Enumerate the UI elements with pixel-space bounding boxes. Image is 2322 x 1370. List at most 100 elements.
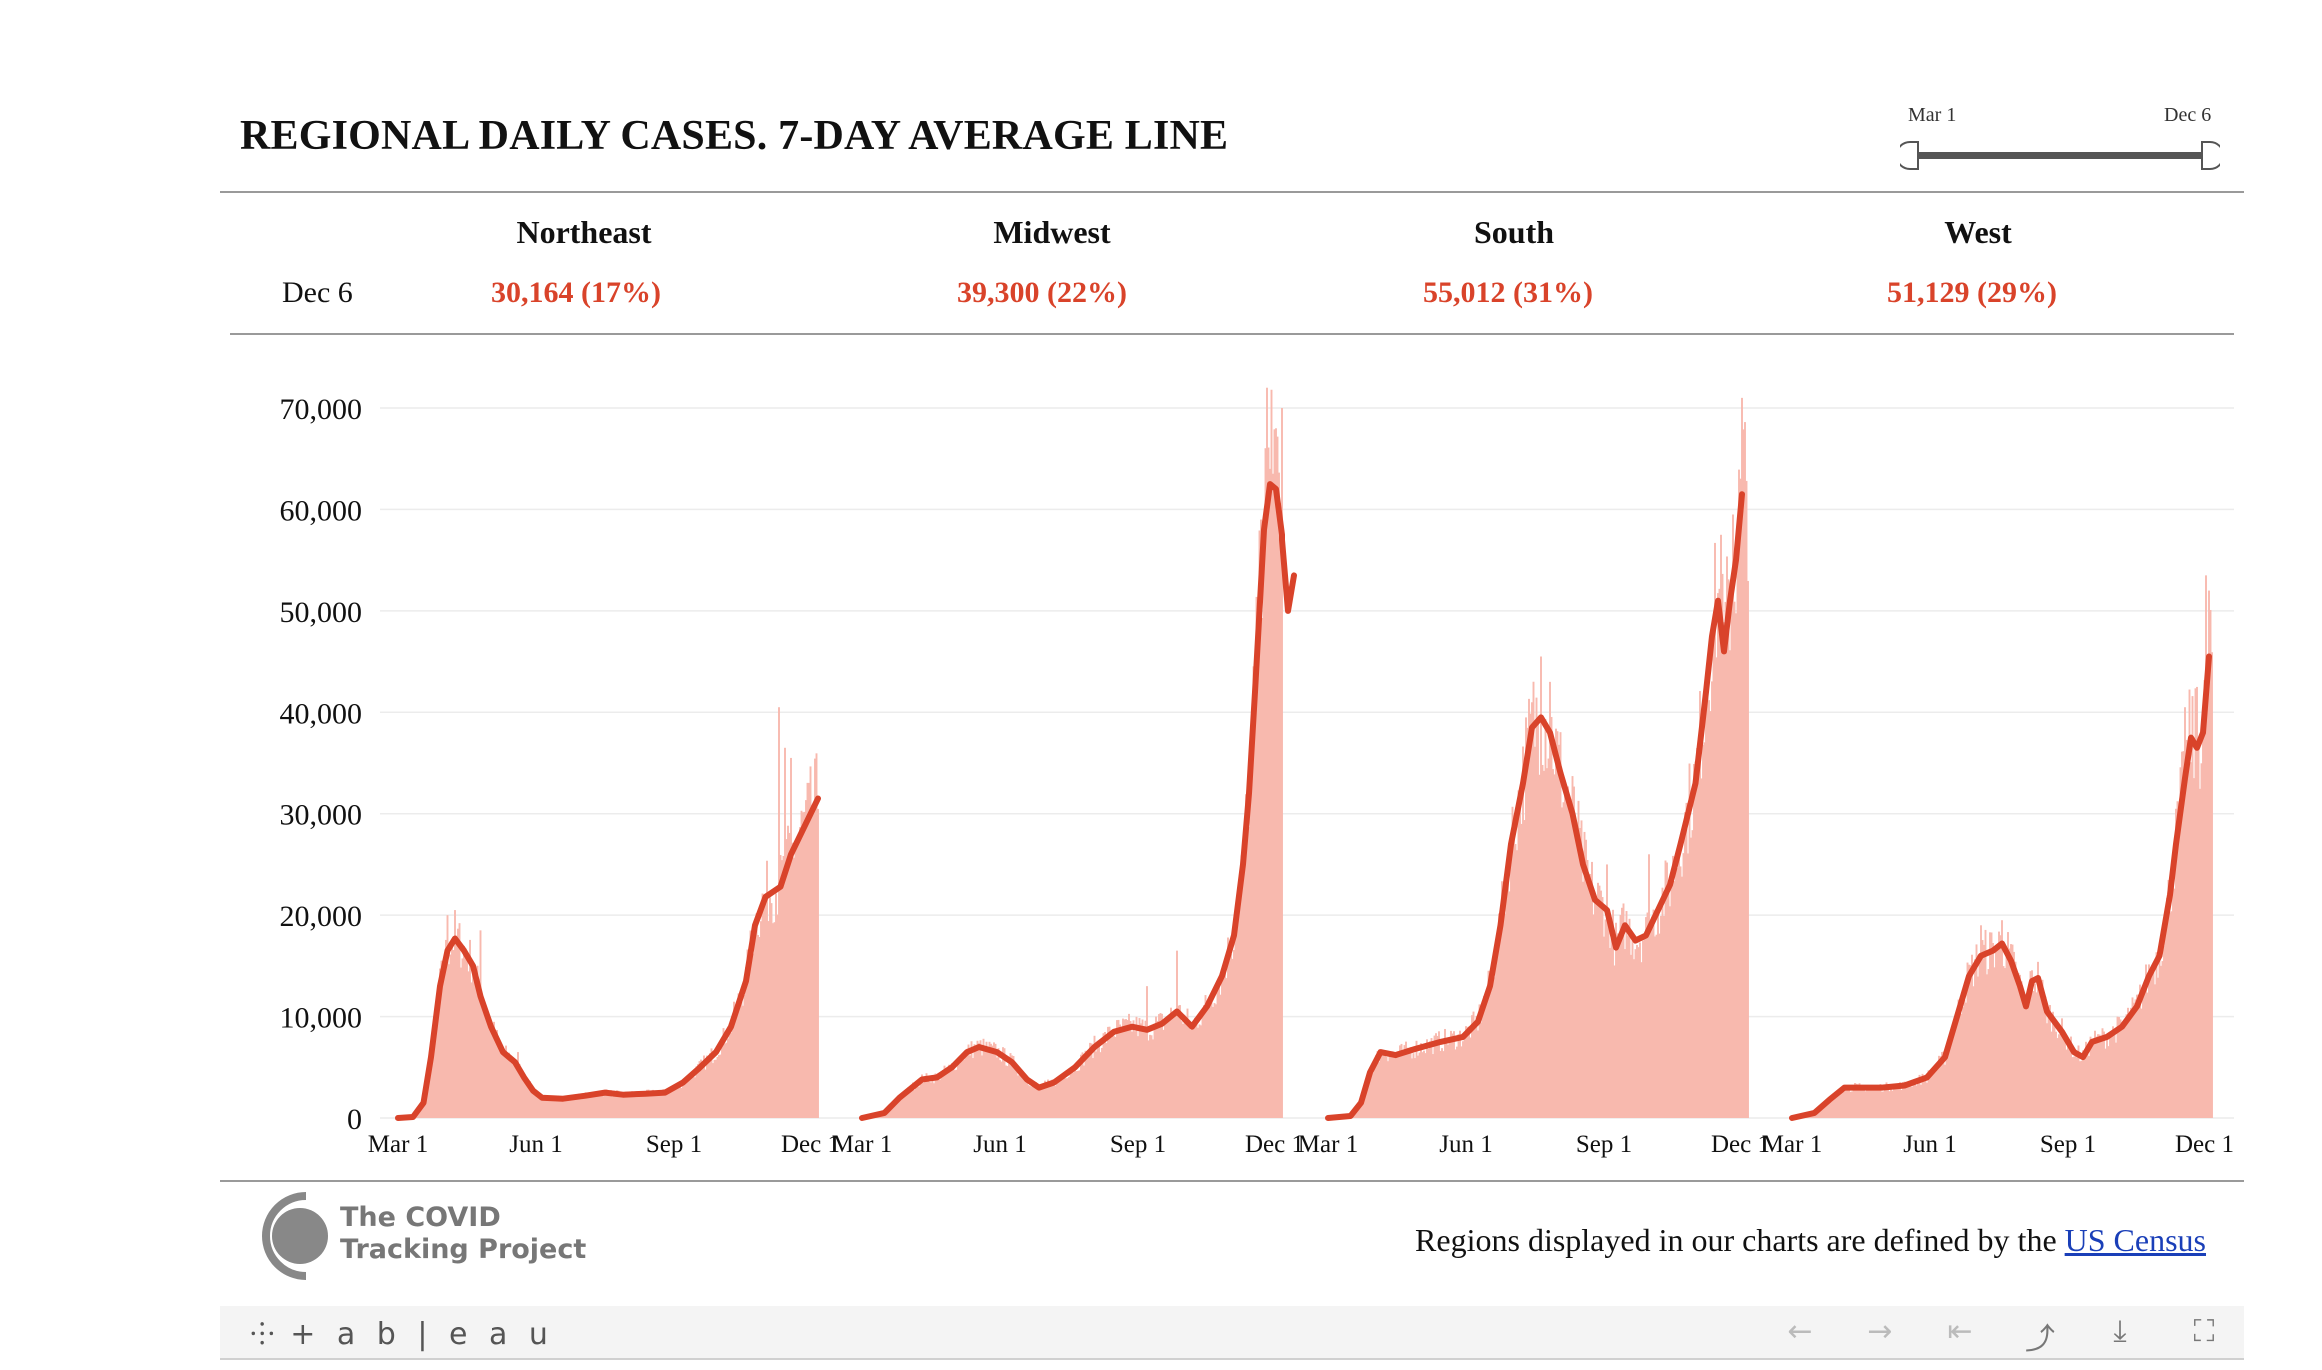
census-note-text: Regions displayed in our charts are defi… — [1415, 1222, 2065, 1258]
bar — [1693, 763, 1695, 1118]
bar — [2043, 992, 2045, 1118]
bar — [794, 849, 797, 1118]
bar — [942, 1070, 944, 1118]
undo-icon[interactable]: ← — [1787, 1314, 1813, 1349]
bar — [1727, 579, 1730, 1118]
bar — [2118, 1017, 2120, 1118]
slider-track[interactable] — [1900, 138, 2220, 174]
bar — [1555, 728, 1557, 1118]
bar — [1651, 916, 1653, 1118]
bar — [704, 1069, 707, 1118]
tableau-logo[interactable]: ⸭ + a b | e a u — [250, 1312, 554, 1353]
bar — [499, 1042, 501, 1118]
bar — [2136, 994, 2138, 1118]
download-icon[interactable]: ⤓ — [2113, 1314, 2127, 1349]
bar — [2065, 1049, 2068, 1118]
bar — [1664, 860, 1667, 1118]
summary-date: Dec 6 — [282, 276, 353, 309]
bar — [2149, 979, 2152, 1118]
bar — [1612, 909, 1614, 1118]
bar — [1029, 1086, 1031, 1118]
bar — [1606, 864, 1608, 1118]
share-icon[interactable]: ⤴ — [2025, 1322, 2055, 1357]
bar — [737, 993, 740, 1118]
bar — [1738, 469, 1740, 1118]
bar — [1969, 965, 1972, 1118]
bar — [1039, 1084, 1042, 1118]
fullscreen-icon[interactable]: ⛶ — [2193, 1314, 2215, 1349]
bar — [1845, 1086, 1847, 1118]
bar — [1156, 1021, 1159, 1118]
bar — [611, 1096, 614, 1118]
bar — [1372, 1073, 1374, 1118]
bar — [2040, 993, 2042, 1118]
bar — [775, 893, 777, 1118]
bar — [1666, 862, 1668, 1118]
bar — [1197, 1027, 1199, 1118]
bar — [2188, 689, 2191, 1118]
bar — [1024, 1077, 1027, 1118]
bar — [478, 988, 480, 1118]
bar — [1176, 950, 1178, 1118]
bar — [906, 1089, 908, 1118]
bar — [524, 1080, 527, 1118]
bar — [1158, 1014, 1160, 1118]
bar — [688, 1079, 690, 1118]
bar — [1995, 946, 1997, 1118]
us-census-link[interactable]: US Census — [2064, 1222, 2206, 1258]
bar — [1517, 790, 1520, 1118]
bar — [1162, 1029, 1165, 1118]
bar — [1261, 617, 1264, 1118]
bar — [972, 1058, 974, 1118]
bar — [1408, 1052, 1410, 1118]
bar — [1643, 938, 1646, 1118]
bar — [1875, 1087, 1877, 1118]
bar — [1415, 1040, 1418, 1118]
bar — [1655, 934, 1658, 1118]
bar — [1201, 1016, 1204, 1118]
bar — [1535, 697, 1538, 1118]
bar — [512, 1062, 515, 1118]
bar — [1108, 1026, 1111, 1118]
bar — [419, 1106, 422, 1118]
bar — [1150, 1035, 1153, 1118]
bar — [1636, 944, 1638, 1118]
revert-icon[interactable]: ⇤ — [1947, 1314, 1973, 1349]
covid-tracking-project-logo[interactable]: The COVID Tracking Project — [250, 1188, 590, 1284]
bar — [1983, 944, 1985, 1118]
bar — [1968, 964, 1970, 1118]
bar — [694, 1077, 696, 1118]
bar — [629, 1094, 632, 1118]
redo-icon[interactable]: → — [1867, 1314, 1893, 1349]
logo-line-1: The COVID — [340, 1202, 501, 1233]
bar — [1390, 1054, 1392, 1118]
bar — [521, 1070, 524, 1118]
bar — [1974, 959, 1976, 1118]
bar — [2077, 1045, 2080, 1118]
bar — [1000, 1061, 1003, 1118]
bar — [1140, 1023, 1142, 1118]
bar — [421, 1103, 423, 1118]
bar — [1134, 1031, 1136, 1118]
bar — [1884, 1085, 1886, 1118]
x-tick-label: Mar 1 — [1298, 1131, 1358, 1158]
bar — [1059, 1078, 1061, 1118]
bar — [1005, 1065, 1007, 1118]
bar — [475, 969, 477, 1118]
bar — [2134, 999, 2137, 1118]
bar — [1957, 999, 1960, 1118]
bar — [984, 1047, 986, 1118]
bar — [1920, 1084, 1922, 1118]
bar — [1963, 999, 1966, 1118]
bar — [1168, 1015, 1171, 1118]
bar — [691, 1072, 693, 1118]
bar — [1573, 786, 1575, 1118]
bar — [1670, 882, 1673, 1118]
bar — [1397, 1051, 1400, 1118]
bar — [2163, 945, 2165, 1118]
bar — [1866, 1088, 1868, 1118]
bar — [888, 1108, 890, 1118]
bar — [2049, 1005, 2051, 1118]
bar — [1451, 1033, 1454, 1118]
bar — [527, 1087, 530, 1118]
